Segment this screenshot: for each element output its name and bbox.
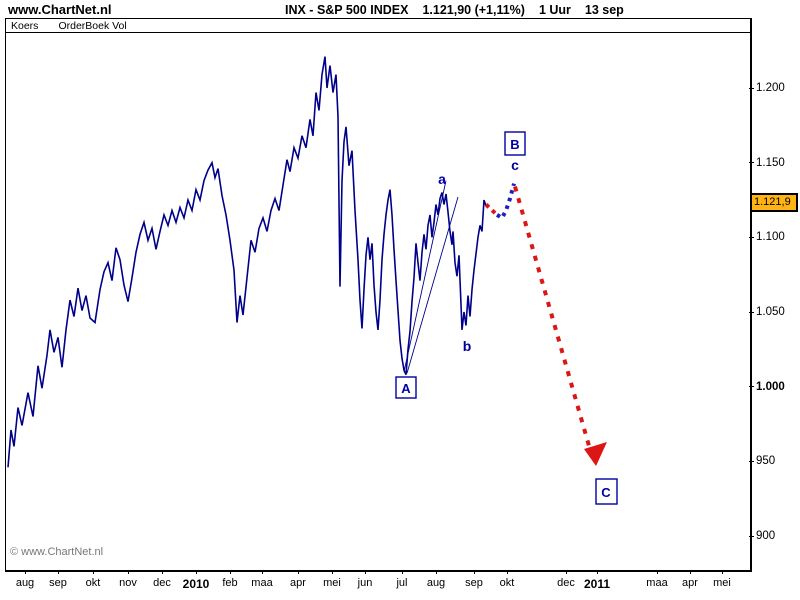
y-tick-mark (749, 386, 754, 388)
y-tick-mark (749, 311, 754, 313)
y-tick-mark (749, 162, 754, 164)
x-tick-mark (657, 570, 658, 574)
y-axis-tick: 950 (749, 453, 775, 469)
x-tick-label: aug (15, 577, 35, 589)
x-tick-mark (196, 570, 197, 574)
interval-label: 1 Uur (538, 3, 571, 17)
x-tick-mark (402, 570, 403, 574)
x-tick-mark (25, 570, 26, 574)
y-axis-tick: 1.100 (749, 229, 785, 245)
last-quote: 1.121,90 (+1,11%) (422, 3, 525, 17)
x-tick-label: feb (222, 577, 238, 589)
x-tick-mark (436, 570, 437, 574)
y-tick-label: 1.150 (756, 156, 785, 169)
x-tick-label: maa (251, 577, 273, 589)
tab-bar: Koers OrderBoek Vol (6, 19, 750, 33)
tab-koers[interactable]: Koers (11, 19, 39, 32)
x-tick-mark (93, 570, 94, 574)
plot-area[interactable] (6, 33, 750, 570)
y-tick-mark (749, 460, 754, 462)
x-tick-mark (58, 570, 59, 574)
x-tick-label: 2011 (583, 577, 611, 591)
date-label: 13 sep (584, 3, 624, 17)
x-tick-mark (128, 570, 129, 574)
x-tick-label: dec (153, 577, 171, 589)
x-tick-mark (162, 570, 163, 574)
y-tick-label: 1.200 (756, 82, 785, 94)
x-tick-label: maa (646, 577, 668, 589)
x-tick-mark (474, 570, 475, 574)
x-tick-label: okt (85, 577, 101, 589)
x-tick-mark (722, 570, 723, 574)
x-tick-mark (230, 570, 231, 574)
y-tick-mark (749, 236, 754, 238)
tab-orderboek-vol[interactable]: OrderBoek Vol (58, 19, 127, 32)
x-tick-mark (690, 570, 691, 574)
chart-header: INX - S&P 500 INDEX 1.121,90 (+1,11%) 1 Uu… (285, 3, 638, 17)
y-tick-label: 1.050 (756, 306, 785, 318)
x-tick-mark (566, 570, 567, 574)
x-tick-mark (298, 570, 299, 574)
x-tick-label: sep (49, 577, 67, 589)
x-tick-label: jun (357, 577, 373, 589)
x-tick-mark (507, 570, 508, 574)
x-tick-mark (332, 570, 333, 574)
y-axis-tick: 1.050 (749, 304, 785, 320)
x-tick-label: nov (119, 577, 137, 589)
copyright-watermark: © www.ChartNet.nl (10, 546, 104, 558)
x-tick-mark (262, 570, 263, 574)
x-tick-label: okt (499, 577, 515, 589)
x-tick-label: 2010 (182, 577, 210, 591)
chart-frame: Koers OrderBoek Vol (5, 18, 752, 572)
x-tick-label: jul (396, 577, 408, 589)
y-axis-tick: 900 (749, 528, 775, 544)
y-tick-label: 900 (756, 530, 776, 543)
x-tick-label: sep (465, 577, 483, 589)
instrument-name: INX - S&P 500 INDEX (285, 3, 409, 17)
x-tick-label: mei (713, 577, 731, 589)
last-price-tag: 1.121,9 (750, 193, 798, 212)
y-tick-mark (749, 535, 754, 537)
y-tick-label: 950 (756, 455, 776, 468)
x-tick-mark (597, 570, 598, 574)
x-tick-label: mei (323, 577, 341, 589)
x-tick-mark (365, 570, 366, 574)
y-tick-label: 1.000 (756, 380, 785, 393)
y-tick-mark (749, 87, 754, 89)
x-tick-label: apr (290, 577, 306, 589)
y-axis-tick: 1.150 (749, 155, 785, 171)
x-tick-label: dec (557, 577, 575, 589)
y-tick-label: 1.100 (756, 231, 785, 244)
y-axis-tick: 1.200 (749, 80, 785, 96)
x-tick-label: aug (426, 577, 446, 589)
y-axis-tick: 1.000 (749, 379, 785, 395)
x-tick-label: apr (682, 577, 698, 589)
site-logo-text: www.ChartNet.nl (8, 2, 112, 17)
